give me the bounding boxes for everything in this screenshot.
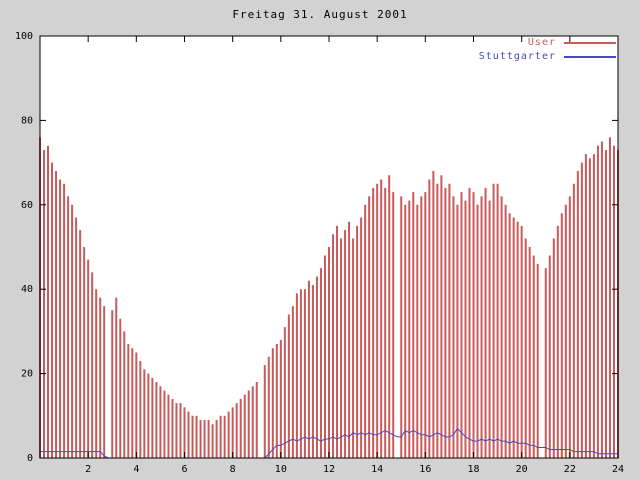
- y-tick-label: 80: [21, 115, 33, 126]
- y-tick-label: 60: [21, 200, 33, 211]
- y-tick-label: 20: [21, 369, 33, 380]
- y-tick-label: 100: [15, 31, 33, 42]
- x-tick-label: 14: [371, 464, 383, 475]
- x-tick-label: 12: [323, 464, 335, 475]
- x-tick-label: 20: [516, 464, 528, 475]
- y-tick-label: 0: [27, 453, 33, 464]
- x-tick-label: 22: [564, 464, 576, 475]
- y-tick-label: 40: [21, 284, 33, 295]
- x-tick-label: 6: [181, 464, 187, 475]
- x-tick-label: 18: [467, 464, 479, 475]
- legend-row-user: User: [479, 37, 616, 48]
- legend-stuttgarter-label: Stuttgarter: [478, 51, 556, 62]
- chart-title: Freitag 31. August 2001: [232, 8, 408, 21]
- legend: User Stuttgarter: [479, 37, 616, 62]
- x-tick-label: 4: [133, 464, 139, 475]
- legend-stuttgarter-line-sample: [564, 55, 616, 58]
- x-tick-label: 24: [612, 464, 624, 475]
- x-tick-label: 2: [85, 464, 91, 475]
- x-tick-label: 10: [275, 464, 287, 475]
- legend-user-line-sample: [564, 41, 616, 44]
- legend-user-label: User: [527, 37, 556, 48]
- legend-row-stuttgarter: Stuttgarter: [479, 51, 616, 62]
- x-tick-label: 8: [230, 464, 236, 475]
- x-tick-label: 16: [419, 464, 431, 475]
